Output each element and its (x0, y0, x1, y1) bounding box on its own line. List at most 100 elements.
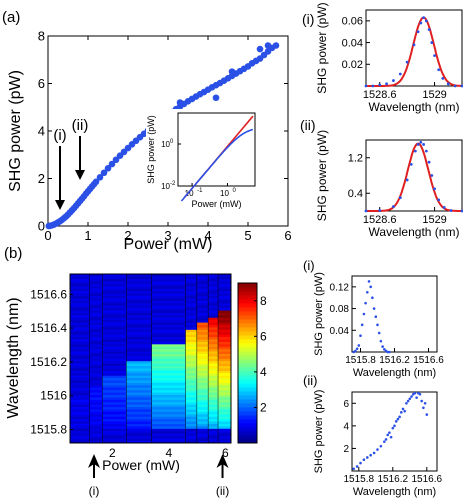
heatmap-cell (185, 288, 198, 292)
heatmap-cell (70, 404, 90, 408)
data-point (413, 391, 417, 395)
heatmap-cell (151, 430, 186, 434)
heatmap-cell (89, 404, 103, 408)
heatmap-cell (218, 327, 231, 330)
heatmap-cell (185, 281, 198, 284)
heatmap-cell (89, 315, 103, 318)
heatmap-cell (197, 336, 209, 340)
heatmap-cell (70, 317, 90, 321)
heatmap-cell (126, 411, 152, 415)
data-point (104, 164, 112, 172)
heatmap-cell (89, 312, 103, 316)
heatmap-cell (151, 281, 186, 284)
heatmap-cell (218, 353, 231, 357)
heatmap-cell (185, 348, 198, 352)
heatmap-cell (70, 375, 90, 379)
heatmap-cell (102, 290, 127, 294)
colorbar-segment (238, 307, 257, 312)
heatmap-cell (102, 319, 127, 323)
colorbar-segment (238, 407, 257, 412)
heatmap-cell (70, 411, 90, 415)
heatmap-ytick-label: 1516 (40, 389, 67, 403)
heatmap-cell (218, 392, 231, 396)
heatmap-cell (70, 372, 90, 376)
heatmap-cell (89, 358, 103, 362)
heatmap-cell (102, 334, 127, 338)
heatmap-cell (218, 363, 231, 367)
heatmap-cell (218, 341, 231, 345)
heatmap-cell (151, 401, 186, 405)
heatmap-cell (126, 281, 152, 284)
heatmap-cell (197, 329, 209, 333)
heatmap-cell (70, 416, 90, 420)
heatmap-cell (102, 368, 127, 371)
heatmap-cell (70, 339, 90, 342)
heatmap-cell (151, 440, 186, 444)
heatmap-cell (89, 341, 103, 345)
heatmap-cell (151, 397, 186, 400)
heatmap-cell (126, 329, 152, 333)
heatmap-cell (126, 368, 152, 371)
data-point (424, 149, 428, 153)
data-point (212, 94, 220, 102)
heatmap-cell (102, 387, 127, 391)
data-point (354, 349, 357, 353)
colorbar-segment (238, 327, 257, 332)
inset-xtick-label: 10 (220, 189, 229, 198)
heatmap-cell (151, 310, 186, 313)
heatmap-cell (70, 344, 90, 347)
data-point (369, 453, 373, 457)
heatmap-cell (89, 382, 103, 386)
heatmap-cell (89, 353, 103, 357)
b_i-xlabel: Wavelength (nm) (353, 367, 436, 379)
heatmap-cell (208, 370, 219, 374)
heatmap-cell (102, 329, 127, 333)
heatmap-cell (89, 392, 103, 396)
heatmap-cell (197, 433, 209, 437)
data-point (418, 392, 422, 396)
heatmap-cell (218, 286, 231, 289)
heatmap-cell (208, 389, 219, 393)
heatmap-cell (126, 302, 152, 306)
heatmap-cell (89, 372, 103, 376)
heatmap-cell (70, 401, 90, 405)
heatmap-cell (208, 317, 219, 321)
colorbar-segment (238, 295, 257, 300)
chart-a-ii-spectrum: 1528.6 1529 0.4 1.2 Wavelength (nm) SHG power… (300, 117, 463, 239)
heatmap-cell (151, 426, 186, 429)
heatmap-cell (126, 310, 152, 313)
data-point (398, 196, 402, 200)
heatmap-cell (151, 406, 186, 410)
heatmap-cell (126, 327, 152, 330)
heatmap-cell (102, 409, 127, 412)
data-point (406, 399, 410, 403)
heatmap-cell (185, 310, 198, 313)
marker-label: (ii) (216, 484, 229, 498)
heatmap-cell (70, 409, 90, 412)
heatmap-cell (208, 290, 219, 294)
heatmap-cell (126, 389, 152, 393)
heatmap-cell (102, 377, 127, 381)
heatmap-cell (218, 276, 231, 280)
heatmap-cell (185, 435, 198, 439)
heatmap-cell (102, 346, 127, 350)
heatmap-cell (185, 380, 198, 383)
data-point (374, 315, 378, 319)
heatmap-cell (102, 370, 127, 374)
colorbar-segment (238, 379, 257, 384)
heatmap-cell (89, 300, 103, 304)
data-point (416, 30, 420, 34)
heatmap-cell (218, 421, 231, 424)
heatmap-cell (89, 302, 103, 306)
heatmap-cell (218, 274, 231, 277)
heatmap-cell (185, 312, 198, 316)
heatmap-cell (151, 358, 186, 362)
heatmap-cell (208, 329, 219, 333)
data-point (453, 84, 457, 88)
heatmap-xtick-label: 6 (222, 446, 229, 460)
heatmap-cell (102, 414, 127, 417)
heatmap-cell (208, 312, 219, 316)
heatmap-xtick-label: 4 (166, 446, 173, 460)
heatmap-cell (208, 363, 219, 367)
heatmap-cell (197, 370, 209, 374)
